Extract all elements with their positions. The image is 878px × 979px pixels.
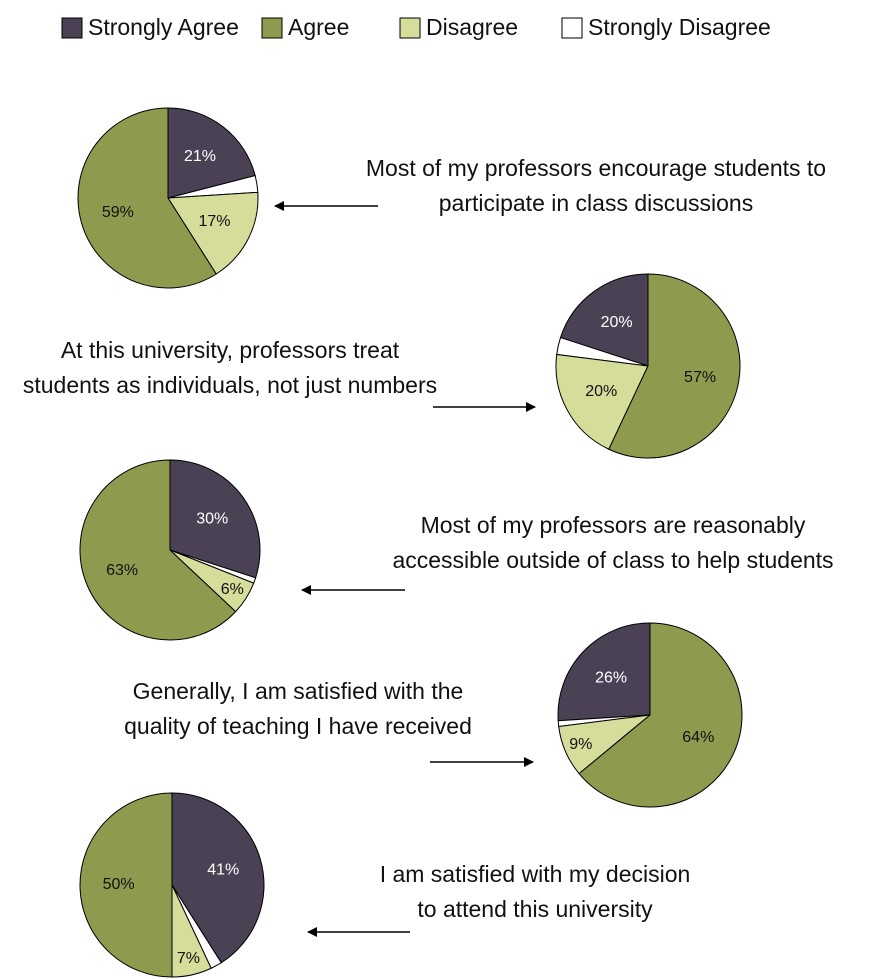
value-label: 30% (196, 511, 228, 528)
pie-slice (557, 622, 651, 722)
question-text: to attend this university (417, 896, 653, 922)
value-label: 57% (684, 369, 716, 386)
value-label: 20% (601, 314, 633, 331)
pie-slice (169, 459, 261, 579)
legend-swatch (61, 17, 83, 39)
value-label: 6% (221, 581, 244, 598)
pie-slice (79, 459, 237, 641)
legend-swatch (561, 17, 583, 39)
question-text: quality of teaching I have received (124, 713, 472, 739)
pie-slice (167, 107, 256, 199)
legend-label: Strongly Disagree (588, 14, 771, 40)
value-label: 59% (102, 204, 134, 221)
question-text: Most of my professors are reasonably (421, 512, 806, 538)
value-label: 20% (585, 383, 617, 400)
pie-slice (578, 622, 743, 808)
pie-slice (77, 107, 217, 289)
question-text: I am satisfied with my decision (380, 861, 691, 887)
legend-label: Disagree (426, 14, 518, 40)
value-label: 50% (103, 876, 135, 893)
question-text: At this university, professors treat (61, 337, 400, 363)
legend-label: Strongly Agree (88, 14, 239, 40)
question-text: accessible outside of class to help stud… (392, 547, 833, 573)
legend-swatch (399, 17, 421, 39)
value-label: 7% (177, 950, 200, 967)
question-text: participate in class discussions (439, 190, 753, 216)
question-text: Generally, I am satisfied with the (133, 678, 464, 704)
pie-slice (608, 273, 741, 459)
question-text: students as individuals, not just number… (23, 372, 437, 398)
value-label: 9% (569, 736, 592, 753)
legend-label: Agree (288, 14, 349, 40)
value-label: 17% (198, 213, 230, 230)
pie-slice (167, 191, 259, 275)
value-label: 64% (682, 729, 714, 746)
pie-slice (559, 273, 649, 367)
value-label: 41% (207, 861, 239, 878)
pie-slice (555, 353, 649, 450)
value-label: 21% (184, 148, 216, 165)
value-label: 26% (595, 670, 627, 687)
question-text: Most of my professors encourage students… (366, 155, 826, 181)
pie-slice (79, 792, 173, 978)
value-label: 63% (106, 562, 138, 579)
legend-swatch (261, 17, 283, 39)
pie-slice (171, 792, 265, 964)
